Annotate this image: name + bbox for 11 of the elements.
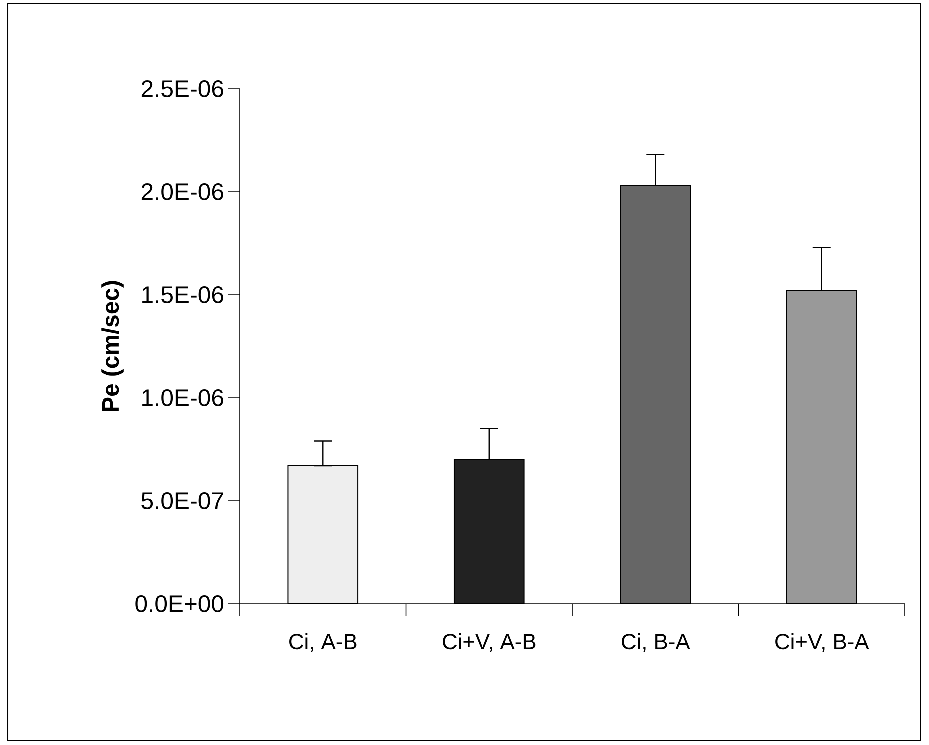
x-tick-label: Ci+V, B-A bbox=[776, 634, 870, 652]
y-tick-label: 0.0E+00 bbox=[136, 596, 224, 612]
x-tick-label: Ci, B-A bbox=[622, 634, 690, 652]
y-tick-label: 2.5E-06 bbox=[142, 80, 224, 98]
x-tick-label: Ci, A-B bbox=[290, 634, 357, 652]
y-axis-title: Pe (cm/sec) bbox=[102, 281, 124, 412]
y-tick-label: 1.5E-06 bbox=[142, 286, 224, 304]
y-tick-label: 2.0E-06 bbox=[142, 184, 224, 200]
x-tick-label: Ci+V, A-B bbox=[443, 634, 536, 652]
y-tick-label: 5.0E-07 bbox=[142, 492, 224, 510]
y-tick-label: 1.0E-06 bbox=[142, 390, 224, 406]
